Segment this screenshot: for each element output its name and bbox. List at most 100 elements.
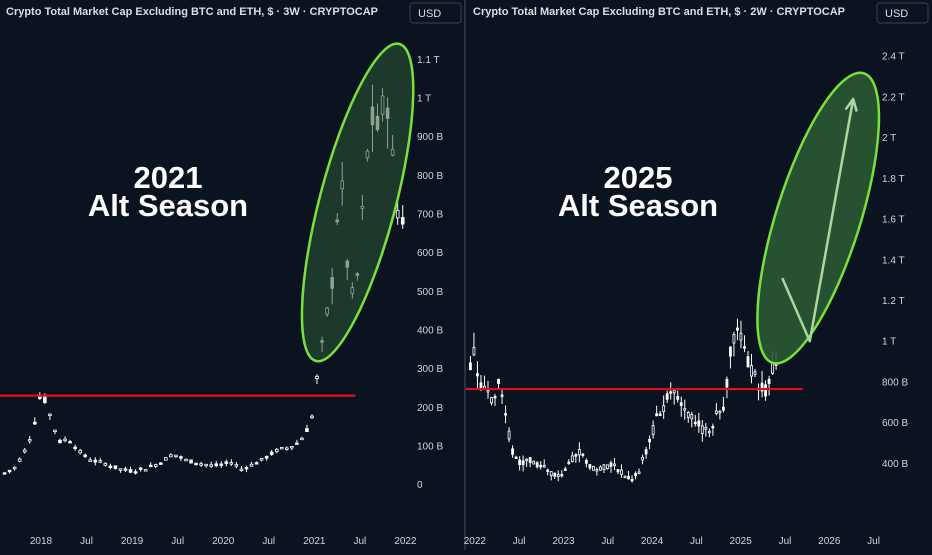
x-tick-label: Jul <box>867 536 880 547</box>
candle-body <box>315 375 319 379</box>
x-tick-label: 2022 <box>394 536 417 547</box>
candle-body <box>295 442 299 445</box>
candle-body <box>128 469 133 473</box>
right-annotation-label: Alt Season <box>558 188 718 223</box>
y-tick-label: 2 T <box>882 133 896 144</box>
candle-body <box>686 411 690 418</box>
x-tick-label: 2022 <box>464 536 487 547</box>
x-tick-label: 2018 <box>30 536 53 547</box>
candle-body <box>616 469 620 473</box>
x-tick-label: 2019 <box>121 536 144 547</box>
candle-body <box>269 451 274 455</box>
x-tick-label: 2026 <box>818 536 841 547</box>
candle-body <box>532 460 536 465</box>
candle-body <box>743 346 746 349</box>
candle-body <box>690 414 694 420</box>
y-tick-label: 1.6 T <box>882 215 905 226</box>
candle-body <box>229 462 234 465</box>
candle-body <box>219 463 224 466</box>
right-currency-label: USD <box>885 8 908 20</box>
candle-body <box>83 454 87 457</box>
x-tick-label: Jul <box>513 536 526 547</box>
candle-body <box>609 462 613 467</box>
candle-body <box>400 216 405 225</box>
candle-body <box>634 473 637 477</box>
candle-body <box>214 463 219 467</box>
x-tick-label: Jul <box>262 536 275 547</box>
candle-body <box>98 460 103 463</box>
candle-body <box>679 402 683 406</box>
candle-body <box>285 447 289 450</box>
x-tick-label: Jul <box>779 536 792 547</box>
candle-body <box>199 463 203 466</box>
y-tick-label: 1.1 T <box>417 55 440 66</box>
candle-body <box>750 365 753 377</box>
candle-body <box>563 468 567 471</box>
candle-body <box>103 462 108 466</box>
candle-body <box>500 394 504 397</box>
candle-body <box>43 395 47 403</box>
candle-body <box>574 454 578 457</box>
candle-body <box>584 459 588 464</box>
candle-body <box>279 447 284 450</box>
candle-body <box>264 455 269 459</box>
right-annotation-year: 2025 <box>604 160 673 195</box>
candle-body <box>570 455 574 462</box>
candle-body <box>620 469 623 475</box>
candle-body <box>123 468 128 471</box>
left-chart-title: Crypto Total Market Cap Excluding BTC an… <box>6 6 378 18</box>
candle-body <box>630 478 634 482</box>
candle-body <box>655 413 659 417</box>
candle-body <box>560 474 564 477</box>
x-tick-label: 2021 <box>303 536 326 547</box>
projection-arrowhead <box>844 97 858 112</box>
candle-body <box>12 466 17 470</box>
x-tick-label: 2025 <box>730 536 753 547</box>
candle-body <box>179 456 183 459</box>
candle-body <box>27 439 32 442</box>
x-tick-label: Jul <box>353 536 366 547</box>
candle-body <box>546 469 550 472</box>
candle-body <box>249 463 254 467</box>
right-currency-button[interactable] <box>876 2 929 24</box>
candle-body <box>48 413 52 417</box>
candle-body <box>669 391 673 394</box>
candle-body <box>143 469 148 472</box>
y-tick-label: 1 T <box>417 94 431 105</box>
candle-body <box>588 464 592 469</box>
left-x-axis: 2018 Jul 2019 Jul 2020 Jul 2021 Jul 2022 <box>30 536 417 547</box>
candle-body <box>511 448 514 455</box>
candle-body <box>718 410 722 414</box>
candle-body <box>697 420 701 427</box>
right-chart-title: Crypto Total Market Cap Excluding BTC an… <box>473 6 845 18</box>
candle-body <box>613 463 616 466</box>
candle-body <box>476 373 479 377</box>
candle-body <box>290 446 294 449</box>
candle-body <box>33 421 37 425</box>
candle-body <box>711 426 715 429</box>
candle-body <box>521 460 525 466</box>
candle-body <box>592 465 595 471</box>
candle-body <box>556 474 560 478</box>
alt-season-highlight <box>300 42 415 363</box>
candle-body <box>700 425 704 434</box>
y-tick-label: 500 B <box>417 287 443 298</box>
candle-body <box>395 209 400 219</box>
candle-body <box>553 472 557 477</box>
candle-body <box>704 427 708 430</box>
candle-body <box>486 390 490 393</box>
right-overlay <box>466 71 881 391</box>
y-tick-label: 800 B <box>417 171 443 182</box>
left-currency-button[interactable] <box>409 2 462 24</box>
candle-body <box>535 462 539 468</box>
candle-body <box>138 467 143 470</box>
x-tick-label: Jul <box>80 536 93 547</box>
candle-body <box>38 396 42 399</box>
candle-body <box>665 393 669 400</box>
candle-body <box>68 441 72 444</box>
candle-body <box>22 449 27 453</box>
candle-body <box>528 457 532 463</box>
y-tick-label: 1.2 T <box>882 296 905 307</box>
candle-body <box>525 458 529 462</box>
